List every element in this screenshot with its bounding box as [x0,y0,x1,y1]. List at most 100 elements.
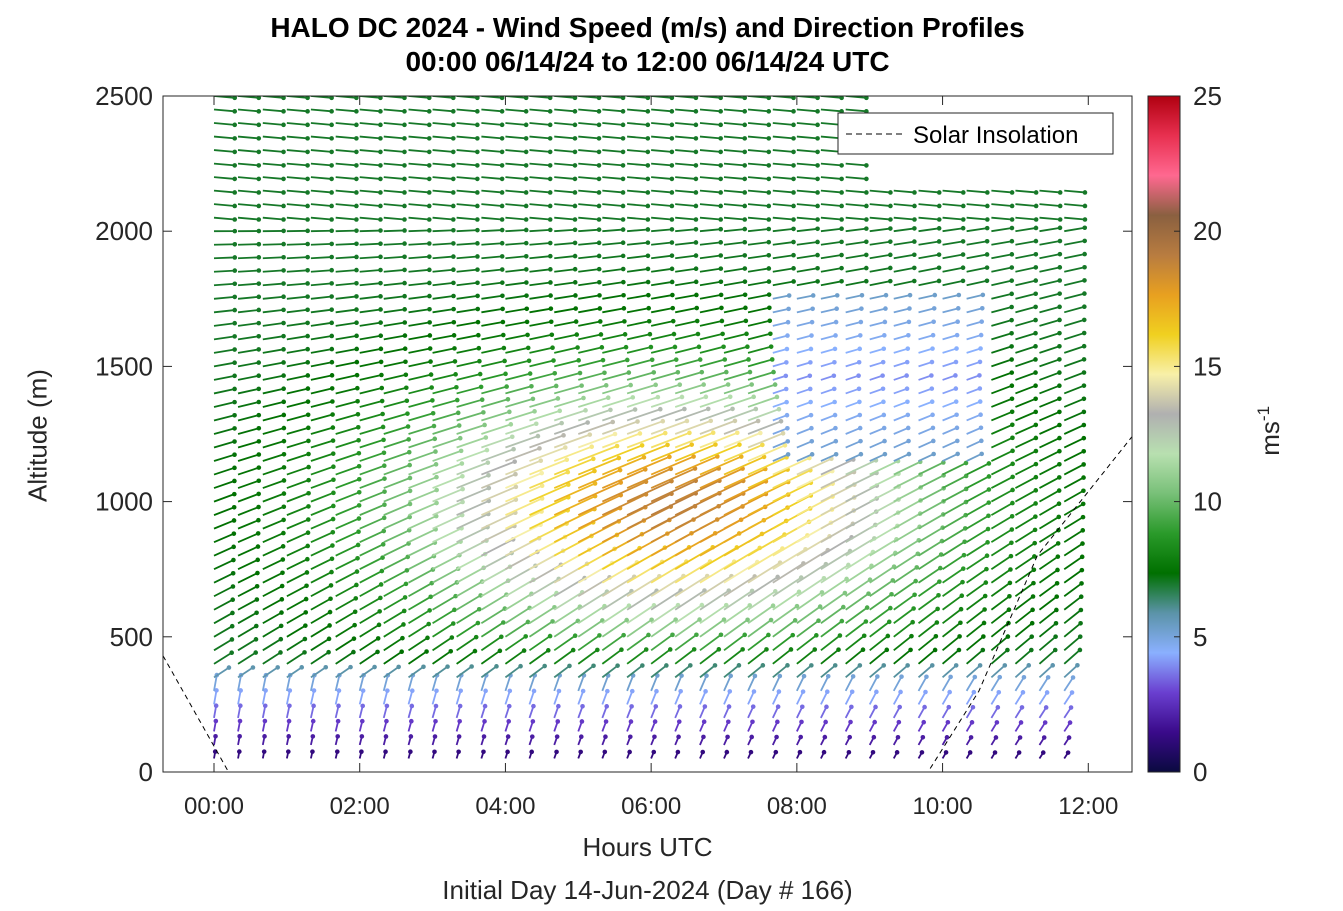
wind-barb-head [475,176,480,182]
wind-barb-shaft [578,333,602,341]
wind-barb-head [572,109,578,114]
wind-barb-shaft [286,162,308,167]
wind-barb-shaft [699,395,731,408]
wind-barb-head [905,399,910,405]
wind-barb-head [1055,554,1061,559]
wind-barb-shaft [602,203,624,207]
wind-barb-shaft [1039,424,1060,435]
wind-barb-head [646,305,651,311]
wind-barb-head [697,357,703,362]
wind-barb-shaft [505,294,527,300]
wind-barb-head [378,267,383,273]
wind-barb-shaft [335,624,356,638]
wind-barb-head [1057,304,1062,310]
wind-barb-shaft [335,334,357,341]
wind-barb-head [720,331,725,337]
wind-barb-shaft [262,666,279,679]
wind-barb-head [378,217,383,222]
wind-barb-head [232,320,237,326]
wind-barb-head [1008,567,1013,572]
wind-barb-shaft [262,453,285,462]
wind-barb-shaft [383,308,405,314]
wind-barb-shaft [723,619,749,638]
wind-barb-head [743,318,749,324]
wind-barb-head [815,163,820,168]
wind-barb-shaft [359,477,385,489]
wind-barb-shaft [529,320,552,327]
wind-barb-shaft [213,427,235,435]
wind-barb-shaft [456,229,478,233]
wind-barb-shaft [942,413,957,422]
wind-barb-head [799,704,805,710]
wind-barb-head [237,734,242,739]
wind-barb-shaft [577,665,595,679]
wind-barb-shaft [262,532,284,543]
wind-barb-head [1078,607,1084,613]
wind-barb-head [354,372,360,378]
wind-barb-head [881,425,887,431]
wind-barb-shaft [432,540,461,557]
wind-barb-head [645,253,651,259]
wind-barb-head [647,331,653,337]
wind-barb-head [767,305,772,311]
wind-barb-shaft [675,135,696,140]
wind-barb-head [669,190,675,195]
wind-barb-shaft [358,690,365,705]
wind-barb-head [232,203,238,209]
wind-barb-head [553,383,559,389]
wind-barb-head [378,294,383,299]
wind-barb-shaft [772,149,794,153]
wind-barb-head [402,176,407,182]
wind-barb-head [330,529,336,535]
wind-barb-head [580,688,586,694]
wind-barb-shaft [966,608,986,624]
wind-barb-shaft [601,690,609,705]
wind-barb-shaft [966,528,989,543]
wind-barb-shaft [845,459,877,476]
wind-barb-shaft [359,361,382,368]
wind-barb-shaft [237,519,259,530]
wind-barb-shaft [408,162,430,167]
wind-barb-head [986,474,992,479]
wind-barb-head [718,632,724,638]
wind-barb-shaft [893,473,921,489]
wind-barb-shaft [481,398,509,408]
wind-barb-shaft [213,108,235,113]
wind-barb-head [1009,317,1014,323]
wind-barb-shaft [577,507,621,530]
wind-barb-shaft [1038,676,1049,692]
wind-barb-head [1033,317,1038,323]
wind-barb-shaft [505,135,527,140]
wind-barb-shaft [310,557,333,571]
wind-barb-head [710,430,716,436]
wind-barb-shaft [747,561,781,584]
wind-barb-head [899,674,904,679]
wind-barb-shaft [723,228,745,233]
wind-barb-head [882,451,888,457]
wind-barb-head [985,203,990,209]
wind-barb-shaft [408,425,435,435]
wind-barb-shaft [553,591,583,611]
wind-barb-shaft [1039,397,1060,408]
wind-barb-shaft [991,279,1012,287]
wind-barb-head [459,461,465,466]
wind-barb-head [810,306,815,312]
wind-barb-head [348,664,353,670]
wind-barb-head [635,419,640,424]
wind-barb-shaft [286,584,307,598]
wind-barb-shaft [432,567,459,584]
wind-barb-head [434,474,439,480]
wind-barb-shaft [918,280,940,287]
wind-barb-head [305,254,310,260]
wind-barb-head [596,136,602,141]
wind-barb-head [406,437,411,442]
wind-barb-shaft [1038,555,1059,570]
wind-barb-head [382,489,387,494]
wind-barb-head [451,319,457,325]
wind-barb-shaft [893,361,908,368]
wind-barb-shaft [796,108,818,113]
wind-barb-head [599,345,605,350]
wind-barb-shaft [820,348,836,354]
wind-barb-head [1032,527,1038,533]
wind-barb-shaft [335,135,357,140]
